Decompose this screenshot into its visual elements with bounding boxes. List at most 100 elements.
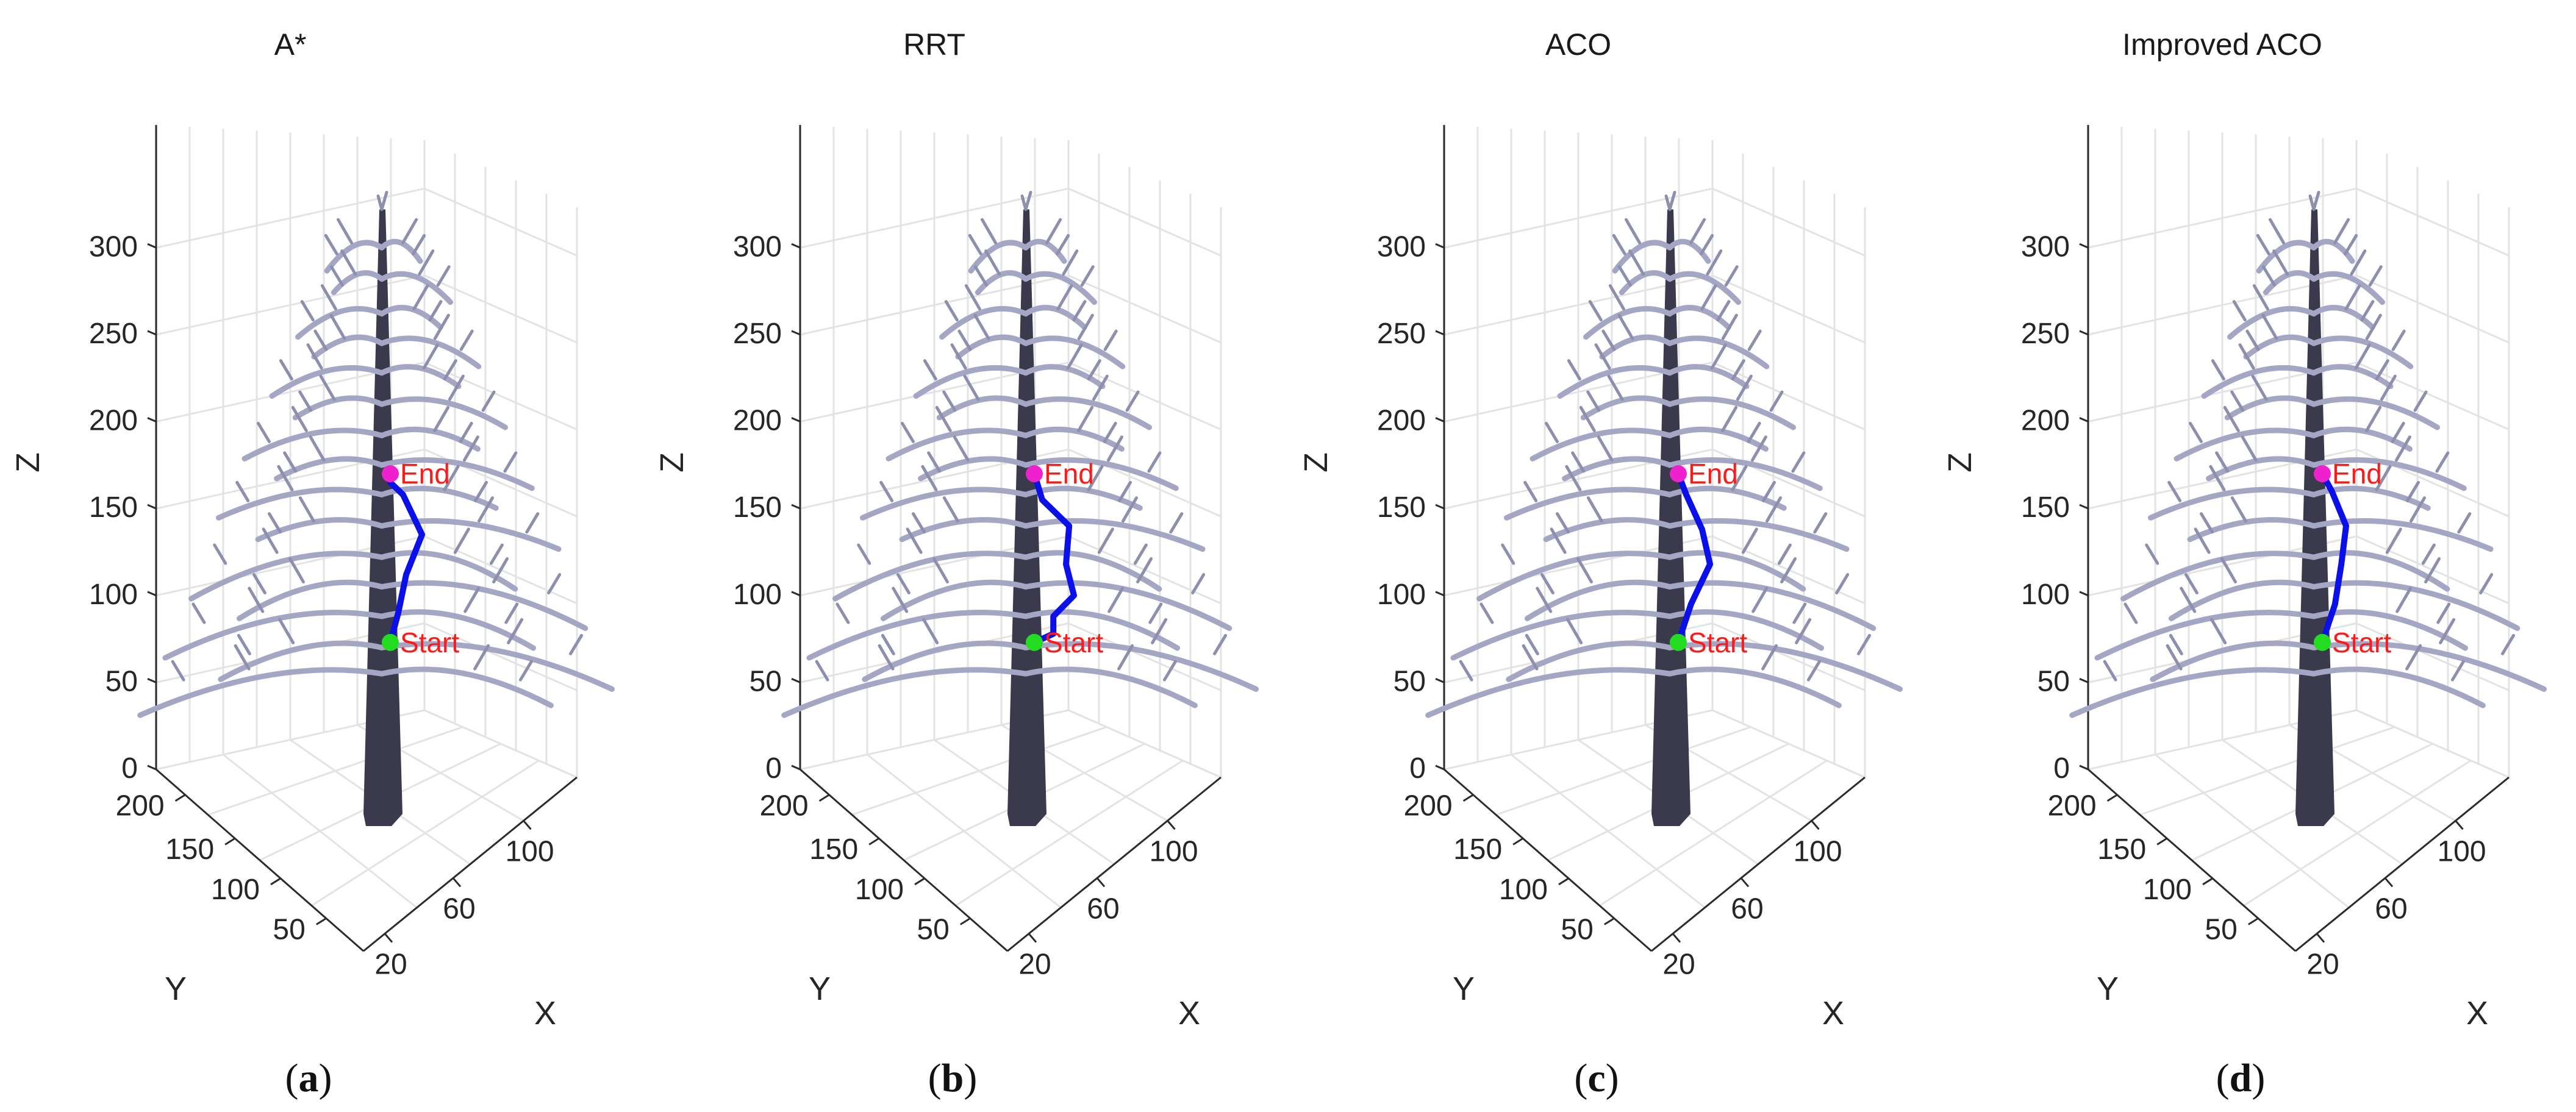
tree-twig (412, 284, 429, 311)
tree-branch (379, 641, 615, 692)
z-tick-label: 250 (2021, 318, 2070, 350)
tree-twig (1586, 390, 1601, 412)
z-tick-label: 200 (733, 405, 782, 437)
tree-branch (2094, 610, 2317, 661)
tree-twig (901, 421, 915, 443)
tree-branches (2069, 191, 2547, 718)
tree-branch (379, 238, 423, 264)
x-tick-label: 60 (1087, 893, 1119, 925)
tree-twig (2436, 602, 2451, 624)
y-axis-label: Y (165, 971, 187, 1007)
tree-branch (1023, 271, 1097, 305)
tree-twig (1751, 586, 1769, 613)
tree-branch (2311, 641, 2547, 692)
tree-twig (1579, 405, 1596, 432)
tree-branch (1667, 238, 1711, 264)
tree-twig (950, 343, 967, 370)
x-tick-mark (523, 820, 532, 830)
x-tick-mark (1672, 933, 1681, 943)
tree-twig (815, 660, 829, 682)
z-tick-mark (1435, 330, 1445, 336)
tree-twig (1501, 543, 1515, 565)
start-marker (1026, 633, 1043, 651)
panel-caption: (c) (1574, 1056, 1619, 1100)
tree-twig (2123, 602, 2138, 624)
y-tick-mark (1512, 837, 1523, 846)
tree-twig (963, 374, 980, 401)
tree-twig (235, 480, 250, 502)
tree-twig (968, 233, 982, 255)
tree-branch (1612, 240, 1673, 274)
tree-twig (412, 233, 426, 255)
x-tick-mark (2384, 877, 2394, 888)
tree-twig (2200, 512, 2214, 534)
tree-twig (300, 300, 315, 322)
tree-trunk (1007, 209, 1046, 827)
tree-branch (1023, 396, 1152, 430)
tree-twig (944, 300, 959, 322)
tree-branch (1667, 457, 1823, 491)
tree-branch (2311, 396, 2440, 430)
y-tick-mark (2106, 794, 2118, 802)
tree-twig (2391, 421, 2405, 443)
tree-twig (1045, 218, 1062, 244)
tree-twig (1761, 644, 1778, 671)
tree-branch (918, 456, 1029, 482)
tree-twig (1835, 573, 1850, 595)
z-tick-label: 250 (1377, 318, 1426, 350)
tree-twig (1586, 496, 1603, 523)
tree-twig (2261, 313, 2278, 340)
end-label: End (2332, 458, 2382, 490)
z-axis-label: Z (10, 452, 46, 472)
tree-twig (881, 633, 895, 655)
grid-line (1712, 362, 1866, 430)
tree-twig (2256, 233, 2270, 255)
tree-twig (340, 249, 357, 276)
tree-twig (2167, 480, 2182, 502)
z-tick-label: 200 (2021, 405, 2070, 437)
z-tick-label: 50 (106, 665, 138, 697)
tree-branch (379, 335, 482, 369)
x-axis-label: X (2466, 995, 2488, 1032)
tree-twig (973, 313, 990, 340)
axes-frame (2087, 125, 2510, 952)
tree-twig (478, 496, 494, 523)
grid-line (1068, 187, 1222, 257)
tree-branch (1023, 335, 1126, 369)
axes-frame (1443, 125, 1866, 952)
grid-line (1712, 274, 1866, 344)
tree-twig (1056, 233, 1070, 255)
z-tick-label: 200 (1377, 405, 1426, 437)
tree-branch (2148, 486, 2317, 521)
grid-line (2356, 274, 2510, 344)
y-tick-label: 150 (2097, 833, 2146, 866)
tree-branch (269, 365, 385, 399)
y-tick-label: 50 (2205, 913, 2237, 946)
start-marker (1670, 633, 1687, 651)
tree-twig (2166, 644, 2183, 671)
tree-twig (1731, 465, 1748, 491)
tree-twig (1769, 390, 1784, 412)
z-tick-label: 300 (89, 230, 138, 263)
z-tick-label: 200 (89, 405, 138, 437)
z-tick-mark (791, 678, 801, 683)
x-tick-mark (1740, 877, 1750, 888)
tree-top-twig (1664, 191, 1676, 212)
tree-twig (433, 313, 450, 340)
z-tick-mark (2079, 243, 2089, 249)
y-tick-mark (818, 794, 830, 802)
tree-branch (2256, 240, 2317, 274)
tree-twig (1741, 527, 1758, 554)
tree-twig (1597, 435, 1614, 462)
z-tick-label: 50 (2038, 665, 2070, 697)
grid (1443, 125, 1866, 952)
z-tick-label: 150 (89, 491, 138, 524)
tree-twig (2365, 313, 2382, 340)
tree-twig (1736, 374, 1753, 401)
tree-twig (984, 249, 1001, 276)
tree-branch (1023, 426, 1125, 452)
tree-twig (1133, 543, 1148, 565)
tree-branch (936, 395, 1029, 421)
tree-twig (1576, 557, 1594, 584)
tree-twig (2215, 451, 2230, 473)
